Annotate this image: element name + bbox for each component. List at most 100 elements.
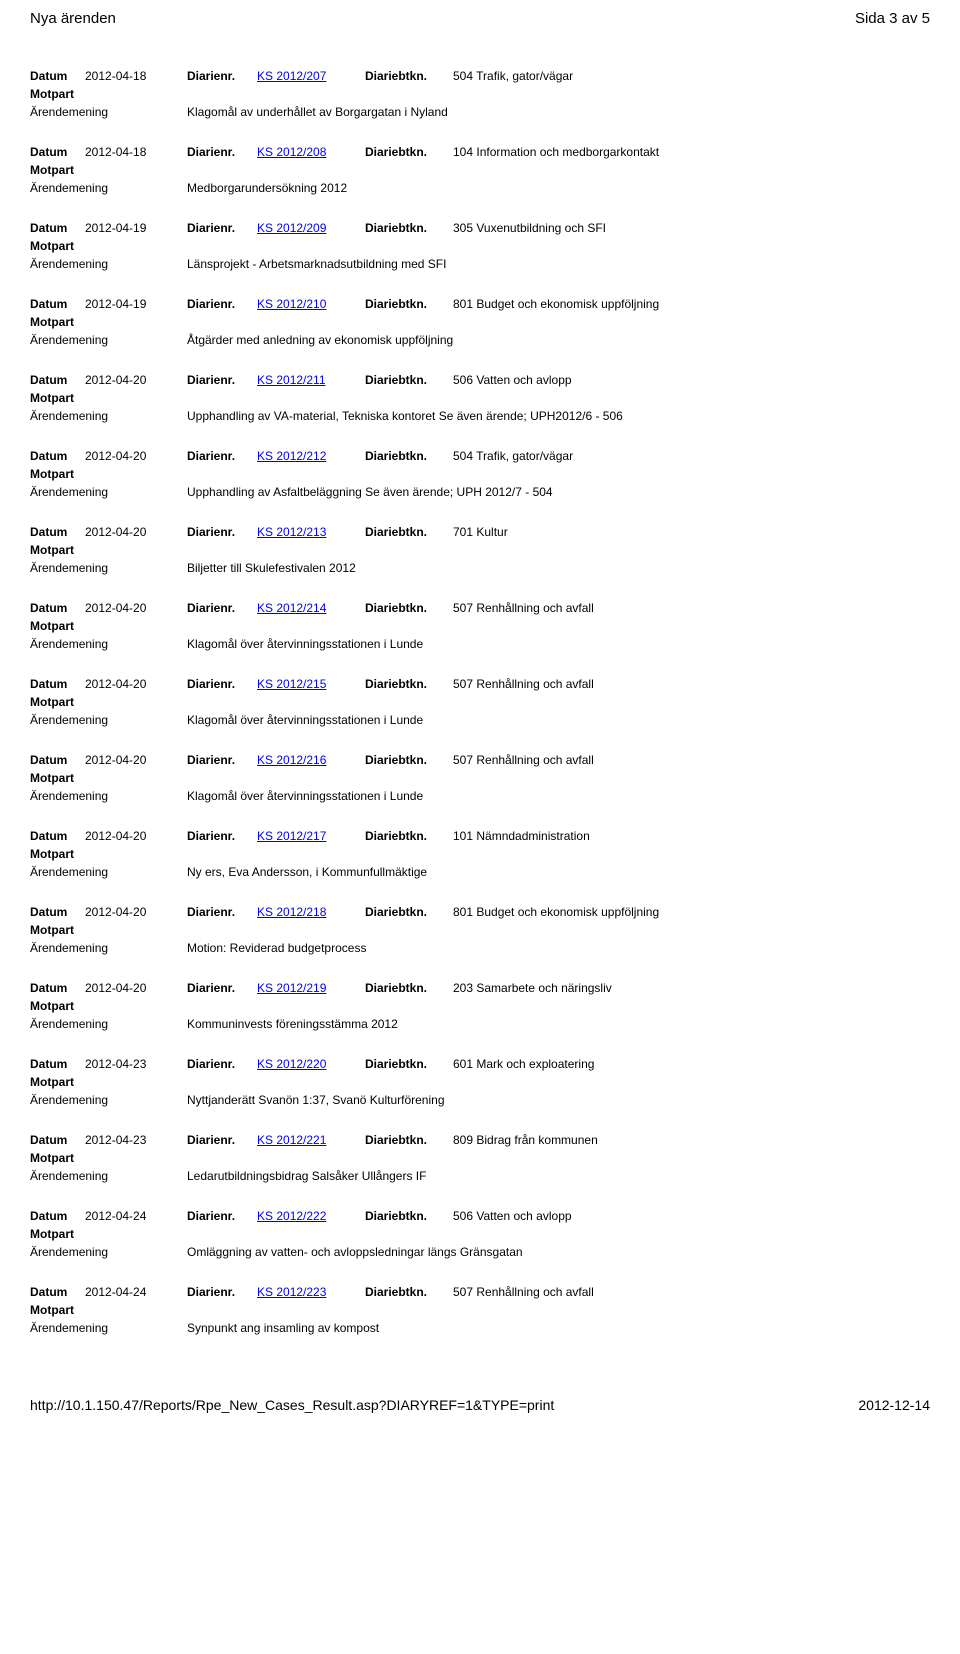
entry-row-arendemening: ÄrendemeningMotion: Reviderad budgetproc…	[30, 939, 930, 957]
entry-row-main: Datum2012-04-20Diarienr.KS 2012/215Diari…	[30, 675, 930, 693]
value-diariebtkn: 801 Budget och ekonomisk uppföljning	[453, 295, 930, 313]
value-arendemening: Ny ers, Eva Andersson, i Kommunfullmäkti…	[187, 863, 930, 881]
diarienr-link[interactable]: KS 2012/216	[257, 753, 326, 767]
value-datum: 2012-04-24	[85, 1207, 187, 1225]
value-arendemening: Upphandling av Asfaltbeläggning Se även …	[187, 483, 930, 501]
diarienr-link[interactable]: KS 2012/207	[257, 69, 326, 83]
label-diarienr: Diarienr.	[187, 371, 257, 389]
entry-row-main: Datum2012-04-20Diarienr.KS 2012/212Diari…	[30, 447, 930, 465]
entry-row-arendemening: ÄrendemeningKlagomål över återvinningsst…	[30, 711, 930, 729]
label-diarienr: Diarienr.	[187, 67, 257, 85]
entry-row-main: Datum2012-04-18Diarienr.KS 2012/208Diari…	[30, 143, 930, 161]
label-motpart: Motpart	[30, 1301, 85, 1319]
value-diarienr: KS 2012/215	[257, 675, 365, 693]
label-diarienr: Diarienr.	[187, 903, 257, 921]
diarienr-link[interactable]: KS 2012/211	[257, 373, 326, 387]
case-entry: Datum2012-04-20Diarienr.KS 2012/218Diari…	[30, 903, 930, 957]
entry-row-motpart: Motpart	[30, 617, 930, 635]
entry-row-main: Datum2012-04-18Diarienr.KS 2012/207Diari…	[30, 67, 930, 85]
label-diarienr: Diarienr.	[187, 447, 257, 465]
value-diarienr: KS 2012/216	[257, 751, 365, 769]
entry-row-main: Datum2012-04-20Diarienr.KS 2012/214Diari…	[30, 599, 930, 617]
label-motpart: Motpart	[30, 237, 85, 255]
entry-row-arendemening: ÄrendemeningKlagomål av underhållet av B…	[30, 103, 930, 121]
entry-row-main: Datum2012-04-20Diarienr.KS 2012/217Diari…	[30, 827, 930, 845]
value-diariebtkn: 507 Renhållning och avfall	[453, 599, 930, 617]
diarienr-link[interactable]: KS 2012/215	[257, 677, 326, 691]
label-diarienr: Diarienr.	[187, 979, 257, 997]
entry-row-arendemening: ÄrendemeningKlagomål över återvinningsst…	[30, 635, 930, 653]
label-diarienr: Diarienr.	[187, 1131, 257, 1149]
entry-row-main: Datum2012-04-20Diarienr.KS 2012/211Diari…	[30, 371, 930, 389]
entry-row-arendemening: ÄrendemeningNyttjanderätt Svanön 1:37, S…	[30, 1091, 930, 1109]
label-arendemening: Ärendemening	[30, 635, 187, 653]
value-diariebtkn: 809 Bidrag från kommunen	[453, 1131, 930, 1149]
label-diariebtkn: Diariebtkn.	[365, 675, 453, 693]
label-diarienr: Diarienr.	[187, 599, 257, 617]
document-page: Nya ärenden Sida 3 av 5 Datum2012-04-18D…	[0, 0, 960, 1423]
label-datum: Datum	[30, 751, 85, 769]
label-datum: Datum	[30, 1283, 85, 1301]
value-diariebtkn: 305 Vuxenutbildning och SFI	[453, 219, 930, 237]
label-diarienr: Diarienr.	[187, 1283, 257, 1301]
diarienr-link[interactable]: KS 2012/222	[257, 1209, 326, 1223]
entry-row-motpart: Motpart	[30, 313, 930, 331]
label-datum: Datum	[30, 1055, 85, 1073]
label-datum: Datum	[30, 979, 85, 997]
label-diariebtkn: Diariebtkn.	[365, 1131, 453, 1149]
value-diarienr: KS 2012/214	[257, 599, 365, 617]
diarienr-link[interactable]: KS 2012/218	[257, 905, 326, 919]
label-arendemening: Ärendemening	[30, 1091, 187, 1109]
diarienr-link[interactable]: KS 2012/209	[257, 221, 326, 235]
label-diarienr: Diarienr.	[187, 675, 257, 693]
label-datum: Datum	[30, 1207, 85, 1225]
value-arendemening: Kommuninvests föreningsstämma 2012	[187, 1015, 930, 1033]
label-diarienr: Diarienr.	[187, 751, 257, 769]
diarienr-link[interactable]: KS 2012/208	[257, 145, 326, 159]
entry-row-main: Datum2012-04-20Diarienr.KS 2012/218Diari…	[30, 903, 930, 921]
entry-row-motpart: Motpart	[30, 389, 930, 407]
label-datum: Datum	[30, 219, 85, 237]
case-entry: Datum2012-04-20Diarienr.KS 2012/219Diari…	[30, 979, 930, 1033]
label-arendemening: Ärendemening	[30, 407, 187, 425]
diarienr-link[interactable]: KS 2012/219	[257, 981, 326, 995]
diarienr-link[interactable]: KS 2012/220	[257, 1057, 326, 1071]
value-diariebtkn: 504 Trafik, gator/vägar	[453, 67, 930, 85]
label-diarienr: Diarienr.	[187, 295, 257, 313]
label-datum: Datum	[30, 447, 85, 465]
diarienr-link[interactable]: KS 2012/213	[257, 525, 326, 539]
entry-row-arendemening: ÄrendemeningBiljetter till Skulefestival…	[30, 559, 930, 577]
case-entry: Datum2012-04-20Diarienr.KS 2012/214Diari…	[30, 599, 930, 653]
value-datum: 2012-04-20	[85, 751, 187, 769]
value-diariebtkn: 506 Vatten och avlopp	[453, 1207, 930, 1225]
entry-row-main: Datum2012-04-24Diarienr.KS 2012/222 Diari…	[30, 1207, 930, 1225]
diarienr-link[interactable]: KS 2012/217	[257, 829, 326, 843]
label-diariebtkn: Diariebtkn.	[365, 827, 453, 845]
diarienr-link[interactable]: KS 2012/223	[257, 1285, 326, 1299]
value-arendemening: Åtgärder med anledning av ekonomisk uppf…	[187, 331, 930, 349]
value-datum: 2012-04-23	[85, 1055, 187, 1073]
entries-container: Datum2012-04-18Diarienr.KS 2012/207Diari…	[30, 67, 930, 1337]
entry-row-arendemening: ÄrendemeningUpphandling av VA-material, …	[30, 407, 930, 425]
entry-row-arendemening: ÄrendemeningUpphandling av Asfaltbeläggn…	[30, 483, 930, 501]
label-motpart: Motpart	[30, 313, 85, 331]
case-entry: Datum2012-04-19Diarienr.KS 2012/210Diari…	[30, 295, 930, 349]
entry-row-motpart: Motpart	[30, 997, 930, 1015]
diarienr-link[interactable]: KS 2012/214	[257, 601, 326, 615]
diarienr-link[interactable]: KS 2012/212	[257, 449, 326, 463]
entry-row-arendemening: ÄrendemeningKlagomål över återvinningsst…	[30, 787, 930, 805]
label-arendemening: Ärendemening	[30, 711, 187, 729]
label-diariebtkn: Diariebtkn.	[365, 1207, 453, 1225]
diarienr-link[interactable]: KS 2012/221	[257, 1133, 326, 1147]
entry-row-motpart: Motpart	[30, 1301, 930, 1319]
value-arendemening: Klagomål över återvinningsstationen i Lu…	[187, 711, 930, 729]
label-datum: Datum	[30, 295, 85, 313]
label-diarienr: Diarienr.	[187, 1207, 257, 1225]
diarienr-link[interactable]: KS 2012/210	[257, 297, 326, 311]
label-datum: Datum	[30, 523, 85, 541]
value-datum: 2012-04-18	[85, 67, 187, 85]
entry-row-motpart: Motpart	[30, 921, 930, 939]
label-arendemening: Ärendemening	[30, 1319, 187, 1337]
label-diariebtkn: Diariebtkn.	[365, 447, 453, 465]
value-diariebtkn: 504 Trafik, gator/vägar	[453, 447, 930, 465]
